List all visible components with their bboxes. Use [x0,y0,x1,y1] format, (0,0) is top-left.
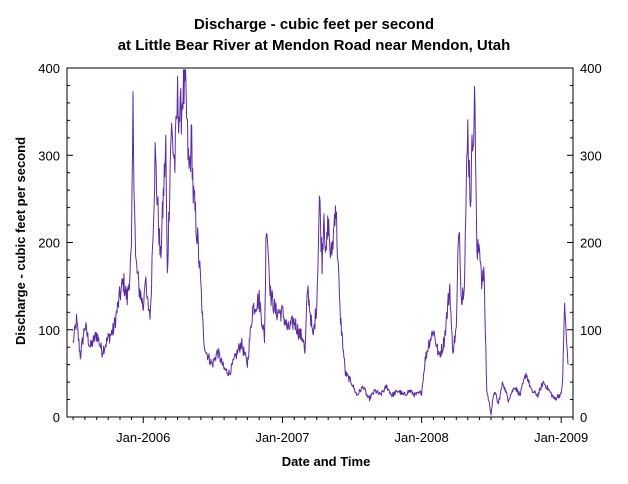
y-tick-label-right: 300 [580,148,602,163]
y-tick-label-left: 100 [38,323,60,338]
x-axis-title: Date and Time [282,454,371,469]
plot-frame [66,67,574,418]
y-tick-label-right: 400 [580,61,602,76]
y-axis-title: Discharge - cubic feet per second [13,137,28,345]
chart-subtitle: at Little Bear River at Mendon Road near… [118,37,511,54]
x-axis: Jan-2006 Jan-2007 Jan-2008 Jan-2009 [72,417,588,445]
y-tick-label-left: 400 [38,61,60,76]
y-tick-label-right: 0 [580,410,587,425]
y-tick-label-left: 200 [38,236,60,251]
y-tick-label-right: 200 [580,236,602,251]
y-axis-left: 0 100 200 300 400 [38,61,73,425]
y-tick-label-left: 0 [53,410,60,425]
x-tick-label: Jan-2009 [534,430,588,445]
series-layer [72,69,569,416]
series-line [72,69,569,416]
x-tick-label: Jan-2006 [116,430,170,445]
x-tick-label: Jan-2007 [255,430,309,445]
y-tick-label-left: 300 [38,148,60,163]
x-tick-label: Jan-2008 [395,430,449,445]
y-tick-label-right: 100 [580,323,602,338]
chart-title: Discharge - cubic feet per second [194,16,434,33]
y-axis-right: 0 100 200 300 400 [567,61,602,425]
